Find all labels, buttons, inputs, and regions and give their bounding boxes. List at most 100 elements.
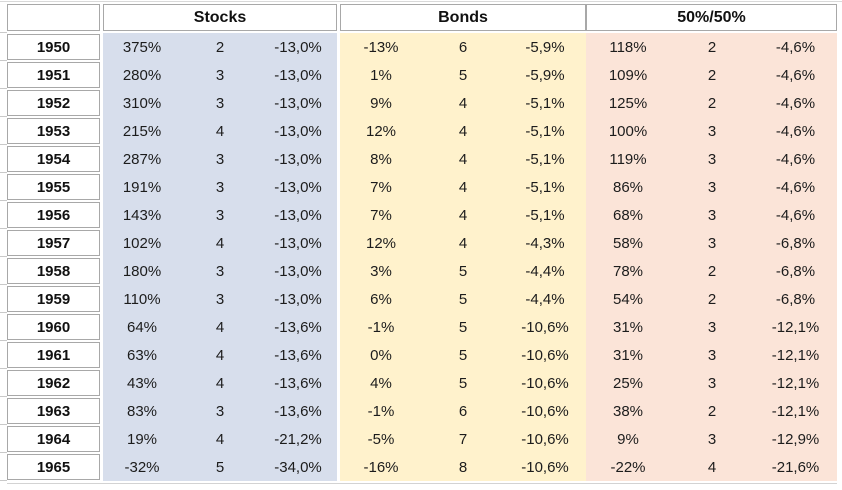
fifty-fifty-cell-2: 3: [670, 425, 754, 453]
bonds-cell-3: -4,4%: [504, 285, 586, 313]
column-gap: [337, 61, 340, 89]
stocks-cell-2: 4: [181, 369, 259, 397]
bonds-cell-1: 9%: [340, 89, 422, 117]
column-gap: [337, 3, 340, 33]
column-gap: [100, 33, 103, 61]
row-left-margin: [0, 89, 7, 117]
row-left-margin: [0, 145, 7, 173]
column-gap: [100, 89, 103, 117]
fifty-fifty-cell-3: -21,6%: [754, 453, 837, 481]
column-gap: [100, 397, 103, 425]
stocks-cell-3: -13,0%: [259, 61, 337, 89]
bonds-cell-3: -5,9%: [504, 61, 586, 89]
bonds-cell-2: 4: [422, 201, 504, 229]
column-gap: [100, 201, 103, 229]
bonds-cell-1: 1%: [340, 61, 422, 89]
stocks-cell-2: 3: [181, 201, 259, 229]
column-gap: [100, 425, 103, 453]
fifty-fifty-cell-1: 109%: [586, 61, 670, 89]
fifty-fifty-cell-2: 4: [670, 453, 754, 481]
fifty-fifty-cell-2: 2: [670, 285, 754, 313]
stocks-cell-1: 280%: [103, 61, 181, 89]
fifty-fifty-cell-2: 2: [670, 61, 754, 89]
bonds-cell-2: 4: [422, 229, 504, 257]
column-gap: [337, 397, 340, 425]
bonds-cell-2: 5: [422, 369, 504, 397]
stocks-cell-1: 375%: [103, 33, 181, 61]
bonds-cell-2: 7: [422, 425, 504, 453]
column-gap: [337, 145, 340, 173]
stocks-cell-2: 4: [181, 341, 259, 369]
bonds-cell-3: -10,6%: [504, 313, 586, 341]
bonds-cell-3: -5,1%: [504, 201, 586, 229]
fifty-fifty-cell-1: 119%: [586, 145, 670, 173]
bonds-cell-3: -10,6%: [504, 397, 586, 425]
fifty-fifty-cell-2: 3: [670, 313, 754, 341]
column-gap: [100, 257, 103, 285]
fifty-fifty-cell-1: 54%: [586, 285, 670, 313]
bonds-cell-2: 6: [422, 397, 504, 425]
fifty-fifty-cell-3: -12,1%: [754, 341, 837, 369]
column-gap: [337, 173, 340, 201]
column-gap: [337, 89, 340, 117]
column-gap: [100, 369, 103, 397]
column-gap: [337, 229, 340, 257]
group-header-fifty-fifty: 50%/50%: [586, 4, 837, 31]
bonds-cell-3: -5,1%: [504, 173, 586, 201]
bonds-cell-3: -10,6%: [504, 453, 586, 481]
fifty-fifty-cell-3: -4,6%: [754, 201, 837, 229]
bonds-cell-2: 4: [422, 173, 504, 201]
fifty-fifty-cell-1: 38%: [586, 397, 670, 425]
year-cell: 1964: [7, 426, 100, 452]
stocks-cell-2: 3: [181, 397, 259, 425]
fifty-fifty-cell-3: -6,8%: [754, 257, 837, 285]
stocks-cell-2: 3: [181, 173, 259, 201]
bonds-cell-3: -5,9%: [504, 33, 586, 61]
bonds-cell-2: 4: [422, 145, 504, 173]
fifty-fifty-cell-2: 3: [670, 229, 754, 257]
row-left-margin: [0, 201, 7, 229]
column-gap: [337, 33, 340, 61]
bonds-cell-2: 8: [422, 453, 504, 481]
stocks-cell-2: 3: [181, 285, 259, 313]
stocks-cell-3: -13,0%: [259, 257, 337, 285]
year-cell: 1965: [7, 454, 100, 480]
row-left-margin: [0, 33, 7, 61]
stocks-cell-2: 3: [181, 145, 259, 173]
fifty-fifty-cell-2: 2: [670, 89, 754, 117]
fifty-fifty-cell-2: 2: [670, 33, 754, 61]
bonds-cell-2: 4: [422, 117, 504, 145]
year-cell: 1960: [7, 314, 100, 340]
stocks-cell-3: -13,0%: [259, 229, 337, 257]
returns-table: Stocks Bonds 50%/50% 1950 375% 2 -13,0% …: [0, 3, 837, 481]
row-left-margin: [0, 61, 7, 89]
fifty-fifty-cell-1: 118%: [586, 33, 670, 61]
fifty-fifty-cell-3: -12,1%: [754, 397, 837, 425]
bonds-cell-2: 5: [422, 313, 504, 341]
header-left-margin: [0, 3, 7, 33]
column-gap: [100, 117, 103, 145]
row-left-margin: [0, 173, 7, 201]
bonds-cell-1: 12%: [340, 229, 422, 257]
fifty-fifty-cell-3: -4,6%: [754, 33, 837, 61]
year-cell: 1963: [7, 398, 100, 424]
year-cell: 1962: [7, 370, 100, 396]
bonds-cell-1: -1%: [340, 397, 422, 425]
row-left-margin: [0, 369, 7, 397]
stocks-cell-3: -13,6%: [259, 341, 337, 369]
stocks-cell-3: -21,2%: [259, 425, 337, 453]
row-left-margin: [0, 313, 7, 341]
stocks-cell-3: -13,6%: [259, 369, 337, 397]
bonds-cell-1: 7%: [340, 201, 422, 229]
stocks-cell-3: -13,6%: [259, 313, 337, 341]
stocks-cell-1: 180%: [103, 257, 181, 285]
bonds-cell-1: -5%: [340, 425, 422, 453]
fifty-fifty-cell-1: 31%: [586, 313, 670, 341]
column-gap: [337, 313, 340, 341]
row-left-margin: [0, 229, 7, 257]
bonds-cell-3: -10,6%: [504, 341, 586, 369]
bonds-cell-1: 6%: [340, 285, 422, 313]
bonds-cell-3: -5,1%: [504, 145, 586, 173]
stocks-cell-1: 43%: [103, 369, 181, 397]
